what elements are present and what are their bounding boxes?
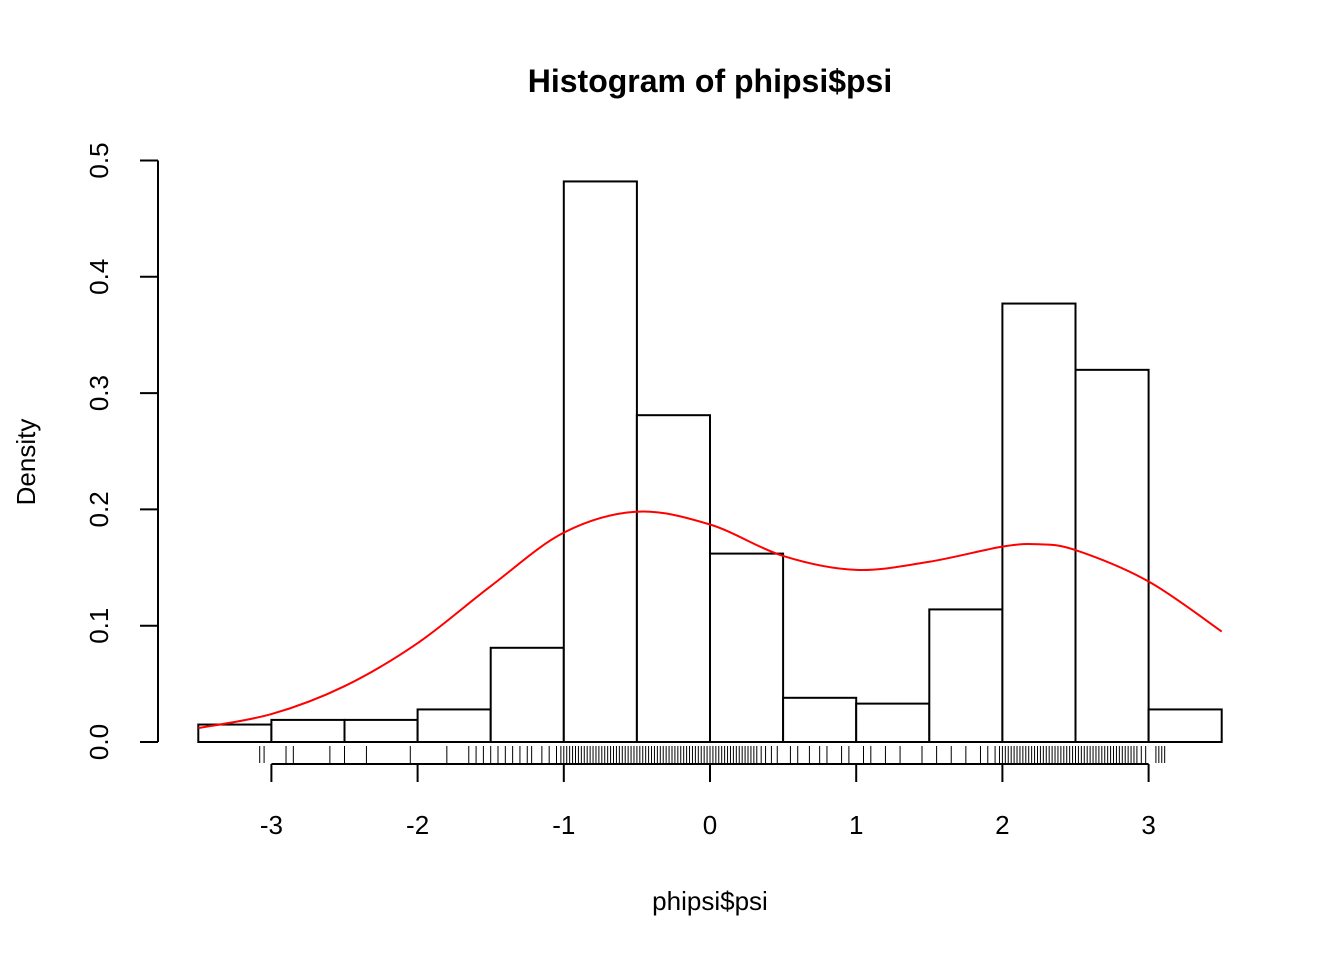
- x-tick-label: -3: [260, 810, 283, 840]
- histogram-bar: [782, 696, 858, 744]
- histogram-bar: [928, 608, 1004, 744]
- plot-area: -3 -2 -1 0 1 2 3 0.0 0.1 0.2 0.3 0.4 0.5: [84, 142, 1223, 840]
- histogram-bar: [709, 552, 785, 743]
- histogram-bar: [270, 718, 346, 744]
- histogram-bar: [635, 414, 712, 743]
- histogram-bar: [562, 180, 638, 743]
- histogram-bar: [1001, 302, 1077, 743]
- x-tick-label: 1: [849, 810, 863, 840]
- histogram-bar: [416, 708, 492, 743]
- histogram-bar: [1074, 368, 1150, 743]
- chart-title: Histogram of phipsi$psi: [528, 63, 892, 99]
- histogram-bar: [343, 718, 419, 744]
- x-tick-label: -1: [552, 810, 575, 840]
- histogram-bar: [1147, 708, 1223, 743]
- y-tick-label: 0.3: [84, 375, 114, 411]
- density-curve: [198, 510, 1223, 730]
- y-tick-label: 0.2: [84, 491, 114, 527]
- x-axis-label: phipsi$psi: [652, 886, 768, 916]
- x-tick-label: 0: [703, 810, 717, 840]
- x-tick-label: 3: [1141, 810, 1155, 840]
- y-tick-label: 0.4: [84, 259, 114, 295]
- y-axis-label: Density: [11, 419, 41, 506]
- histogram-bar: [855, 702, 931, 743]
- histogram-bar: [489, 646, 565, 743]
- y-tick-label: 0.5: [84, 142, 114, 178]
- y-tick-label: 0.1: [84, 608, 114, 644]
- x-tick-label: -2: [406, 810, 429, 840]
- x-tick-label: 2: [995, 810, 1009, 840]
- y-tick-label: 0.0: [84, 724, 114, 760]
